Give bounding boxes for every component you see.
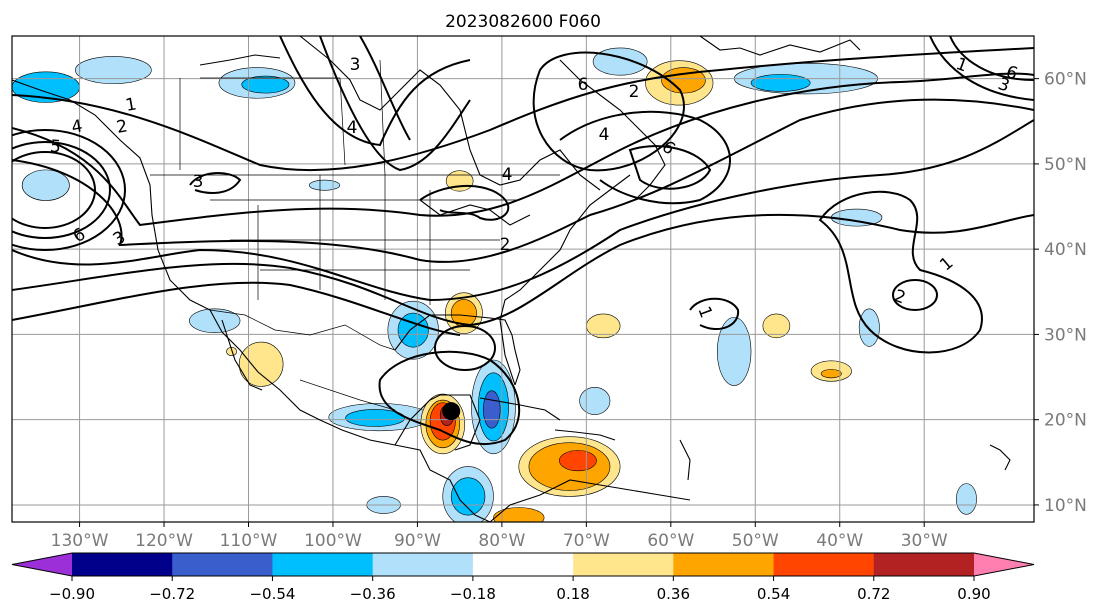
- map-frame: [11, 35, 1035, 523]
- storm-center-marker: [442, 402, 461, 421]
- colorbar-tick-label: 0.18: [556, 585, 589, 603]
- contour-label: 3: [193, 172, 204, 192]
- colorbar-tick-label: −0.18: [450, 585, 496, 603]
- colorbar-tick-label: −0.90: [49, 585, 95, 603]
- anomaly-patch: [241, 75, 290, 94]
- anomaly-patch: [559, 450, 597, 472]
- anomaly-patch: [750, 74, 811, 92]
- colorbar-tick-label: 0.36: [657, 585, 690, 603]
- lon-tick-label: 90°W: [394, 531, 441, 551]
- anomaly-patch: [661, 67, 706, 94]
- contour-label: 4: [502, 165, 513, 185]
- colorbar-tick-label: −0.72: [149, 585, 195, 603]
- political-borders: [150, 59, 560, 411]
- lon-tick-label: 30°W: [901, 531, 948, 551]
- colorbar-extend-high: [974, 553, 1034, 576]
- anomaly-patch: [820, 369, 842, 379]
- anomaly-patch: [493, 507, 545, 522]
- colorbar-tick-label: −0.36: [350, 585, 396, 603]
- colorbar-bin: [472, 553, 574, 576]
- colorbar-tick-label: 0.90: [957, 585, 990, 603]
- anomaly-patch: [309, 179, 341, 191]
- colorbar-bin: [72, 553, 173, 576]
- lon-tick-label: 40°W: [816, 531, 863, 551]
- contour-label: 2: [629, 82, 640, 102]
- anomaly-patch: [345, 409, 406, 427]
- lon-tick-label: 120°W: [135, 531, 193, 551]
- lat-tick-label: 20°N: [1044, 411, 1087, 431]
- lat-tick-label: 30°N: [1044, 325, 1087, 345]
- contour-label: 4: [599, 125, 610, 145]
- lat-tick-label: 40°N: [1044, 240, 1087, 260]
- anomaly-patch: [579, 386, 611, 415]
- longitude-axis: 130°W 120°W 110°W 100°W 90°W 80°W 70°W 60°W 50°W…: [51, 522, 948, 551]
- colorbar-tick-label: 0.72: [857, 585, 890, 603]
- colorbar-bin: [673, 553, 775, 576]
- anomaly-patch: [189, 308, 241, 334]
- anomaly-patch: [858, 308, 880, 347]
- colorbar: −0.90 −0.72 −0.54 −0.36 −0.18 0.18 0.36 0.54 0.7…: [11, 552, 1035, 603]
- contour-label: 4: [347, 118, 358, 138]
- lat-tick-label: 60°N: [1044, 70, 1087, 90]
- colorbar-bin: [272, 553, 374, 576]
- contour-label: 6: [578, 75, 589, 95]
- anomaly-patch: [955, 483, 977, 515]
- contour-label: 2: [115, 116, 129, 138]
- lon-tick-label: 70°W: [563, 531, 610, 551]
- contour-label: 1: [124, 94, 138, 116]
- anomaly-patch: [483, 390, 501, 429]
- lon-tick-label: 130°W: [51, 531, 109, 551]
- anomaly-patch: [75, 56, 152, 85]
- colorbar-tick-label: −0.54: [249, 585, 295, 603]
- colorbar-bin: [172, 553, 273, 576]
- lon-tick-label: 110°W: [220, 531, 278, 551]
- colorbar-bin: [573, 553, 674, 576]
- latitude-axis: 60°N 50°N 40°N 30°N 20°N 10°N: [1034, 70, 1087, 516]
- contour-label: 3: [350, 55, 361, 75]
- figure-title: 2023082600 F060: [445, 12, 601, 32]
- lon-tick-label: 80°W: [478, 531, 525, 551]
- coastlines: [12, 36, 1011, 522]
- anomaly-patch: [238, 341, 284, 387]
- anomaly-patch: [450, 477, 486, 516]
- anomaly-patch: [21, 169, 70, 201]
- colorbar-tick-label: 0.54: [757, 585, 790, 603]
- lon-tick-label: 50°W: [732, 531, 779, 551]
- anomaly-patch: [592, 47, 648, 76]
- contour-label: 2: [500, 235, 511, 255]
- anomaly-patch: [226, 346, 237, 357]
- contour-label: 4: [70, 116, 84, 138]
- colorbar-bin: [372, 553, 474, 576]
- colorbar-extend-low: [12, 553, 72, 576]
- height-contours: [12, 36, 1034, 446]
- lon-tick-label: 60°W: [647, 531, 694, 551]
- colorbar-bin: [773, 553, 875, 576]
- contour-label: 5: [49, 137, 62, 158]
- lat-tick-label: 50°N: [1044, 155, 1087, 175]
- lat-tick-label: 10°N: [1044, 496, 1087, 516]
- lon-tick-label: 100°W: [304, 531, 362, 551]
- colorbar-bin: [873, 553, 975, 576]
- anomaly-patch: [397, 312, 429, 348]
- anomaly-patch: [762, 313, 791, 339]
